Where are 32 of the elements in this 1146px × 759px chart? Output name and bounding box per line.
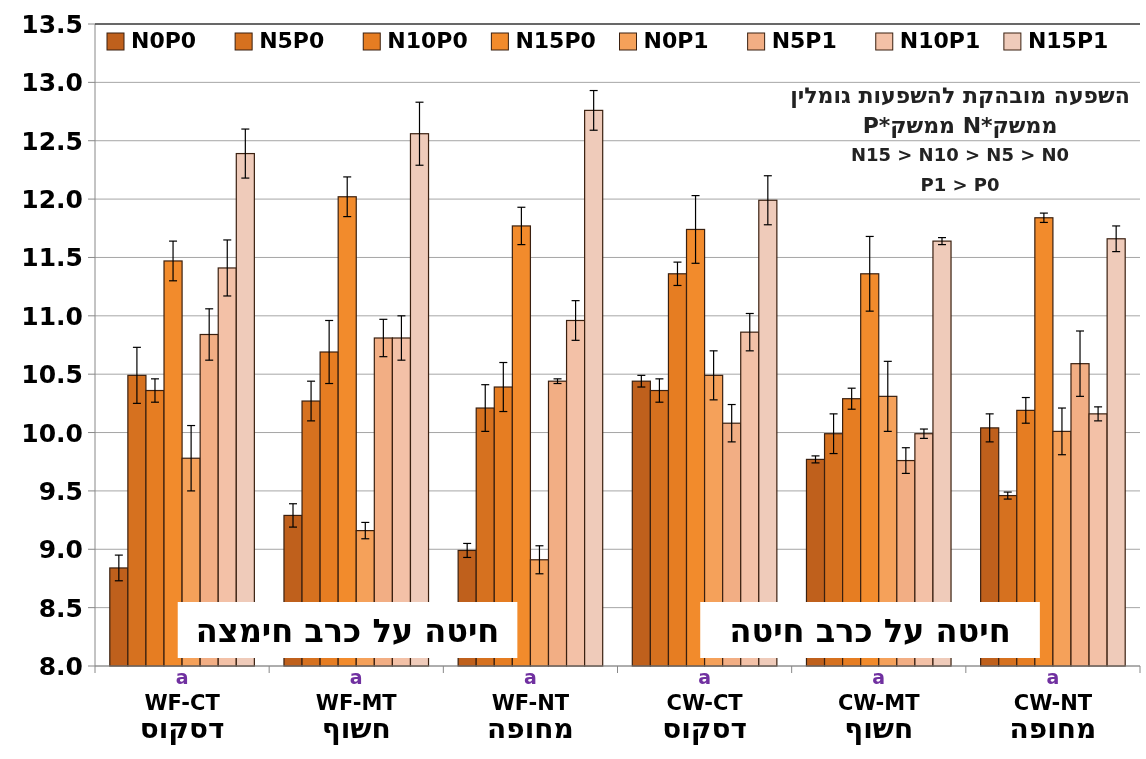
legend-label: N0P1 xyxy=(643,28,709,53)
y-tick-label: 9.5 xyxy=(38,476,83,506)
y-tick-label: 10.0 xyxy=(21,418,83,448)
y-tick-label: 11.0 xyxy=(21,301,83,331)
annotation: a xyxy=(524,666,537,688)
legend-label: N5P0 xyxy=(259,28,325,53)
y-tick-label: 11.5 xyxy=(21,243,83,273)
y-tick-label: 13.0 xyxy=(21,68,83,98)
annotation: a xyxy=(872,666,886,688)
legend-label: N10P1 xyxy=(899,28,981,53)
annotation: חיטה על כרב חיטה xyxy=(729,612,1011,650)
y-tick-label: 8.0 xyxy=(38,652,83,681)
legend-label: N5P1 xyxy=(771,28,837,53)
legend-label: N10P0 xyxy=(387,28,468,53)
annotation: P1 > P0 xyxy=(920,174,1000,195)
y-tick-label: 8.5 xyxy=(38,593,83,623)
legend-label: N15P0 xyxy=(515,28,596,53)
annotation: a xyxy=(349,666,363,688)
y-tick-label: 12.0 xyxy=(21,185,83,215)
legend-label: N15P1 xyxy=(1027,28,1109,53)
y-tick-label: 10.5 xyxy=(21,360,83,390)
annotation: ממשק*N ממשק*P xyxy=(862,113,1058,138)
annotation: a xyxy=(698,666,711,688)
annotation: N15 > N10 > N5 > N0 xyxy=(850,144,1070,165)
y-tick-label: 9.0 xyxy=(38,535,83,565)
annotation: השפעה מובהקת להשפעות גומלין xyxy=(790,83,1130,108)
y-tick-label: 13.5 xyxy=(21,10,83,39)
annotation: a xyxy=(175,666,189,688)
annotation: חיטה על כרב חימצה xyxy=(195,612,500,650)
legend-label: N0P0 xyxy=(131,28,197,53)
y-tick-label: 12.5 xyxy=(21,126,83,156)
annotation: a xyxy=(1046,666,1060,688)
